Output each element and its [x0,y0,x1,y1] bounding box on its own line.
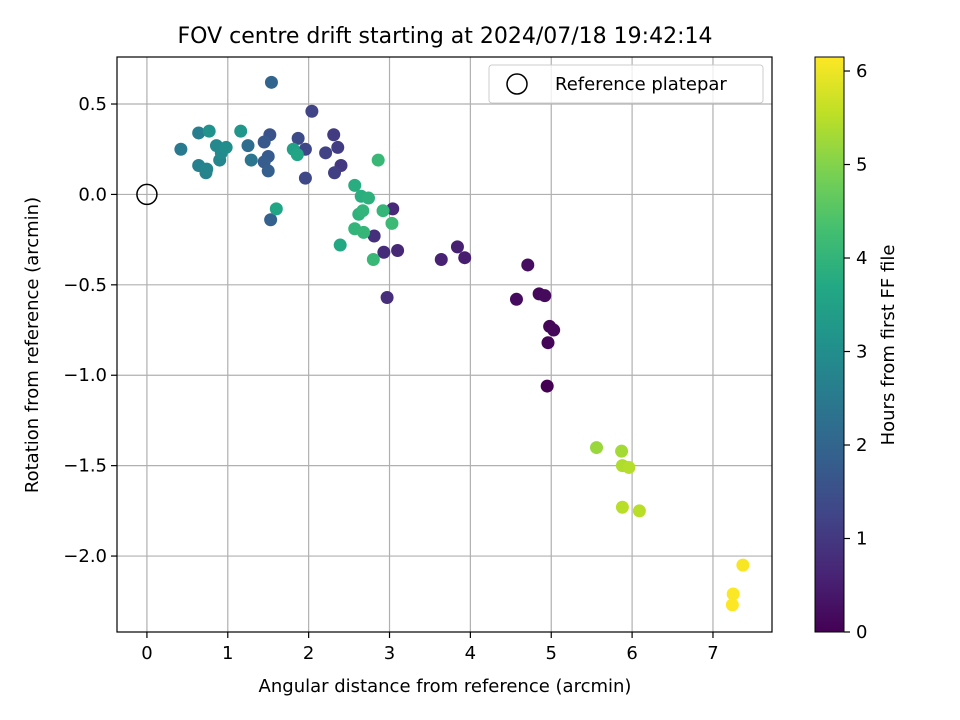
data-point [367,229,381,243]
data-point [261,164,275,178]
data-point [547,323,561,337]
legend-box [488,64,764,104]
data-point [509,292,523,306]
data-point [202,124,216,138]
x-axis-label: Angular distance from reference (arcmin) [259,676,632,697]
chart-title: FOV centre drift starting at 2024/07/18 … [178,24,713,49]
data-point [192,126,206,140]
data-point [269,202,283,216]
colorbar-tick-label: 0 [856,622,867,643]
data-point [257,135,271,149]
y-axis-label: Rotation from reference (arcmin) [22,197,43,493]
data-point [291,131,305,145]
y-tick-label: −1.5 [63,456,107,477]
data-point [264,75,278,89]
data-point [376,204,390,218]
data-point [615,500,629,514]
data-point [356,204,370,218]
y-tick-label: 0.0 [78,184,107,205]
data-point [264,213,278,227]
x-tick-label: 5 [546,643,557,664]
legend-label: Reference platepar [555,74,727,95]
data-point [357,225,371,239]
plot-frame [116,56,773,633]
data-point [386,202,400,216]
data-point [174,142,188,156]
x-tick-label: 7 [707,643,718,664]
legend-marker [506,73,528,95]
data-point [327,128,341,142]
x-tick-label: 3 [384,643,395,664]
data-point [450,240,464,254]
y-axis-ticks: 0.5 0.0 −0.5 −1.0 −1.5 −2.0 [63,94,117,567]
data-point [736,558,750,572]
data-point [361,191,375,205]
data-point [219,140,233,154]
data-point [615,444,629,458]
data-point [541,336,555,350]
data-point [521,258,535,272]
data-point [234,124,248,138]
data-point [391,243,405,257]
colorbar-tick-label: 5 [856,155,867,176]
x-tick-label: 6 [626,643,637,664]
y-tick-label: −1.0 [63,365,107,386]
x-axis-ticks: 0 1 2 3 4 5 6 7 [141,632,719,664]
colorbar-tick-label: 4 [856,248,867,269]
colorbar-tick-label: 2 [856,435,867,456]
x-tick-label: 1 [222,643,233,664]
colorbar-tick-label: 3 [856,342,867,363]
legend: Reference platepar [488,64,764,104]
data-point [380,290,394,304]
data-point [200,162,214,176]
data-point [290,148,304,162]
data-point [538,289,552,303]
data-point [244,153,258,167]
data-point [366,253,380,267]
y-tick-label: 0.5 [78,94,107,115]
data-point [331,140,345,154]
data-point [458,251,472,265]
data-point [319,146,333,160]
reference-platepar-marker [136,183,158,206]
colorbar-tick-label: 6 [856,61,867,82]
y-tick-label: −0.5 [63,275,107,296]
colorbar-ticks: 0 1 2 3 4 5 6 [844,61,867,643]
x-tick-label: 0 [141,643,152,664]
data-point [333,238,347,252]
colorbar-label: Hours from first FF file [878,245,899,446]
data-point [590,441,604,455]
data-point [434,253,448,267]
data-point [371,153,385,167]
data-point [540,379,554,393]
scatter-points [174,75,750,612]
x-tick-label: 2 [303,643,314,664]
data-point [385,216,399,230]
colorbar-tick-label: 1 [856,529,867,550]
data-point [377,245,391,259]
data-point [348,178,362,192]
colorbar: 0 1 2 3 4 5 6 Hours from first FF file [814,56,899,643]
data-point [305,104,319,118]
x-tick-label: 4 [465,643,476,664]
data-point [298,171,312,185]
y-tick-label: −2.0 [63,546,107,567]
data-point [725,598,739,612]
data-point [622,460,636,474]
data-point [726,587,740,601]
data-point [328,166,342,180]
data-point [632,504,646,518]
colorbar-gradient [814,56,845,633]
data-point [241,139,255,153]
